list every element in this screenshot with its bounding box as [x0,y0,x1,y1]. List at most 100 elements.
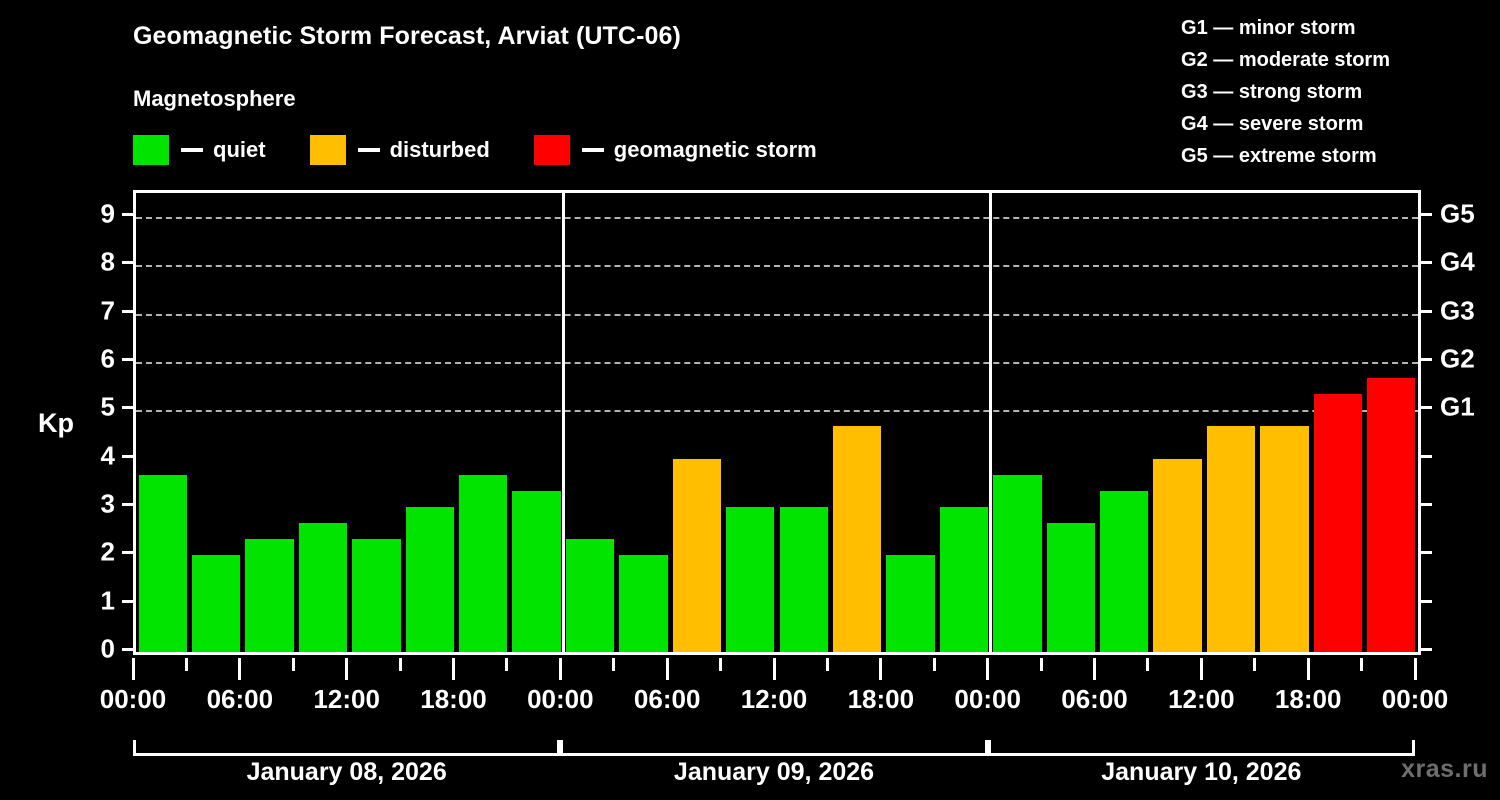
x-axis-tick-minor [612,658,616,671]
g-axis-tick-label: G1 [1440,391,1475,422]
gridline [136,410,1418,413]
kp-bar [1367,378,1416,652]
g-scale-legend: G1 — minor storm G2 — moderate storm G3 — … [1181,12,1390,172]
day-bracket [987,740,1415,756]
legend-item-label: disturbed [389,137,490,162]
kp-bar [1046,523,1095,652]
y-axis-tick-mark [122,599,133,603]
y-axis-tick-mark [122,503,133,507]
g-axis-tick-mark [1421,213,1432,217]
kp-bar [405,507,454,652]
g-axis-tick-mark [1421,599,1432,603]
quiet-swatch [133,135,169,165]
kp-bar [565,539,615,652]
legend-dash-icon [181,148,203,152]
kp-bar [939,507,989,652]
plot-area [133,190,1421,655]
g-scale-row: G2 — moderate storm [1181,49,1390,71]
y-axis-tick-label: 6 [100,343,115,374]
x-axis-tick-major [1093,658,1096,680]
y-axis-tick-mark [122,648,133,651]
legend-item: quiet [133,135,266,165]
day-separator [561,193,565,652]
color-legend: quiet disturbed geomagnetic storm [133,134,861,166]
x-axis-tick-label: 18:00 [420,684,487,714]
kp-bar [993,474,1042,652]
x-axis-ticks [131,658,1421,680]
g-scale-row: G5 — extreme storm [1181,145,1377,167]
kp-bar [779,507,828,652]
watermark: xras.ru [1401,755,1488,783]
kp-bar [672,458,722,652]
x-axis-tick-minor [719,658,723,671]
g-axis-tick-mark [1421,503,1432,507]
y-axis-tick-label: 0 [100,633,115,664]
day-label: January 08, 2026 [246,758,447,786]
x-axis-tick-minor [505,658,509,671]
gridline [136,265,1418,268]
g-axis-tick-label: G2 [1440,343,1475,374]
day-bracket [133,740,561,756]
g-axis-ticks [1421,190,1432,655]
day-separator [989,193,993,652]
kp-bar [138,474,187,652]
g-axis-tick-mark [1421,551,1432,555]
x-axis-tick-major [345,658,349,680]
kp-bar [459,474,508,652]
y-axis-tick-mark [122,551,133,555]
x-axis-tick-minor [398,658,402,671]
x-axis-tick-minor [1039,658,1043,671]
kp-bar [245,539,294,652]
day-bands: January 08, 2026 January 09, 2026 January … [133,740,1421,796]
x-axis-tick-major [986,658,990,680]
g-axis-tick-mark [1421,648,1432,651]
x-axis-tick-label: 12:00 [313,684,380,714]
legend-dash-icon [581,148,604,152]
x-axis-tick-minor [184,658,188,671]
y-axis-tick-label: 9 [100,198,115,229]
kp-bar [726,507,775,652]
x-axis-tick-label: 18:00 [847,684,915,714]
kp-bar [1260,426,1309,652]
gridline [136,313,1418,316]
kp-bar [1206,426,1256,652]
y-axis-tick-label: 2 [100,536,115,567]
x-axis-labels: 00:00 06:00 12:00 18:00 00:00 06:00 12:00 18:00… [0,684,1500,720]
y-axis-tick-label: 4 [100,440,115,471]
kp-bar [886,555,935,652]
x-axis-tick-label: 06:00 [633,684,701,714]
x-axis-tick-label: 00:00 [527,684,594,714]
x-axis-tick-label: 18:00 [1274,684,1342,714]
y-axis-tick-label: 3 [100,488,115,519]
y-axis-labels: 0 1 2 3 4 5 6 7 8 9 [60,190,115,664]
g-axis-tick-mark [1421,309,1432,313]
g-axis-tick-mark [1421,261,1432,265]
g-axis-tick-label: G4 [1440,246,1475,277]
g-axis-labels: G1 G2 G3 G4 G5 [1440,190,1496,655]
y-axis-tick-label: 1 [100,585,115,616]
x-axis-tick-label: 00:00 [99,684,167,714]
day-label: January 10, 2026 [1101,758,1302,786]
day-bracket [560,740,988,756]
x-axis-tick-major [879,658,883,680]
kp-bar [352,539,401,652]
x-axis-tick-minor [291,658,295,671]
g-axis-tick-label: G5 [1440,198,1475,229]
y-axis-tick-mark [122,454,133,458]
x-axis-tick-minor [1360,658,1364,671]
legend-item-label: quiet [213,137,266,162]
x-axis-tick-major [1306,658,1310,680]
x-axis-tick-major [665,658,669,680]
x-axis-tick-minor [825,658,829,671]
x-axis-tick-label: 00:00 [1381,684,1449,714]
page-title: Geomagnetic Storm Forecast, Arviat (UTC-… [133,22,681,50]
storm-swatch [533,135,570,165]
gridline [136,362,1418,365]
y-axis-tick-mark [122,261,133,265]
legend-item-label: geomagnetic storm [613,137,817,162]
legend-item: geomagnetic storm [533,135,817,165]
x-axis-tick-major [772,658,776,680]
x-axis-tick-label: 00:00 [954,684,1021,714]
y-axis-tick-label: 5 [100,391,115,422]
